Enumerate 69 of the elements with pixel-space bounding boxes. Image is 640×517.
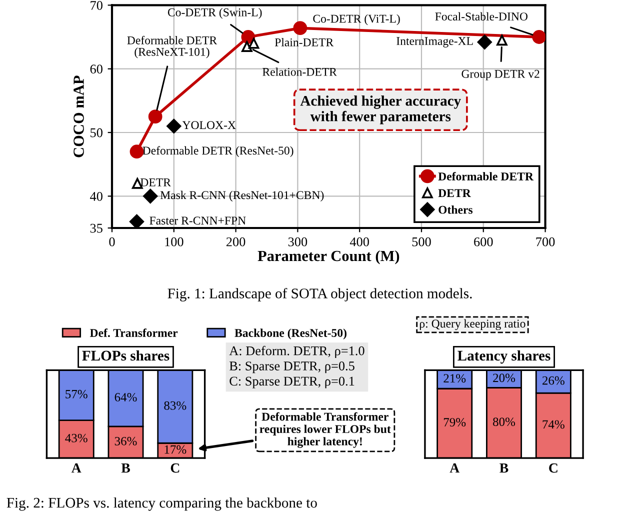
data-label: 17% — [164, 445, 186, 454]
annotation: Faster R-CNN+FPN — [150, 216, 246, 225]
text: ρ: Query keeping ratio — [420, 319, 526, 330]
point — [293, 21, 308, 36]
x-tick-label: B — [121, 463, 130, 473]
annotation: Relation-DETR — [262, 68, 337, 76]
annotation: Achieved higher accuracy with fewer parameters — [300, 96, 461, 124]
legend-label: DETR — [438, 189, 471, 198]
x-tick-label: A — [71, 463, 82, 473]
x-tick-label: 700 — [536, 237, 555, 246]
annotation: InternImage-XL — [396, 37, 473, 48]
legend-label: Backbone (ResNet-50) — [234, 328, 346, 340]
data-label: 79% — [444, 418, 466, 427]
chart-title: Latency shares — [458, 350, 550, 364]
point — [532, 30, 546, 44]
data-label: 57% — [66, 390, 88, 398]
point — [166, 118, 182, 134]
x-tick-label: 400 — [350, 237, 369, 246]
x-tick-label: 100 — [165, 237, 184, 246]
x-tick-label: 0 — [109, 237, 115, 246]
data-label: 36% — [114, 436, 137, 446]
chart-title: FLOPs shares — [82, 350, 170, 361]
annotation: YOLOX-X — [182, 121, 236, 130]
x-tick-label: C — [549, 463, 558, 473]
x-tick-label: 200 — [226, 237, 246, 246]
y-tick-label: 35 — [90, 224, 102, 233]
annotation: Co-DETR (ViT-L) — [313, 14, 400, 26]
data-label: 43% — [65, 434, 88, 442]
legend-label: Others — [438, 205, 473, 214]
point — [242, 41, 252, 52]
data-label: 20% — [493, 374, 516, 382]
point — [143, 188, 158, 204]
data-label: 21% — [444, 374, 466, 383]
y-tick-label: 60 — [90, 64, 102, 74]
annotation: DETR — [140, 178, 171, 186]
data-label: 83% — [164, 401, 186, 410]
y-tick-label: 40 — [90, 192, 102, 201]
caption: Fig. 1: Landscape of SOTA object detection models. — [168, 288, 472, 302]
annotation: Plain-DETR — [274, 38, 334, 46]
annotation: Mask R-CNN (ResNet-101+CBN) — [160, 190, 324, 202]
data-label: 26% — [542, 376, 564, 385]
text: Deformable Transformer requires lower FLOPs but higher latency! — [260, 412, 391, 448]
point — [129, 214, 144, 228]
legend-label: Def. Transformer — [90, 328, 178, 338]
x-tick-label: 600 — [474, 237, 493, 246]
x-tick-label: 300 — [288, 237, 308, 246]
data-label: 80% — [493, 418, 516, 426]
point — [477, 34, 492, 50]
x-axis-title: Parameter Count (M) — [258, 250, 400, 264]
point — [248, 38, 260, 49]
annotation: Group DETR v2 — [462, 70, 540, 80]
annotation: Deformable DETR (ResNeXT-101) — [127, 36, 218, 58]
x-tick-label: 500 — [412, 237, 431, 246]
legend-label: Deformable DETR — [438, 172, 534, 180]
point — [496, 34, 508, 46]
y-tick-label: 70 — [90, 0, 102, 10]
x-tick-label: C — [170, 463, 180, 473]
data-label: 64% — [114, 392, 137, 402]
caption: Fig. 2: FLOPs vs. latency comparing the backbone to — [6, 497, 317, 511]
annotation: Co-DETR (Swin-L) — [168, 8, 262, 19]
y-tick-label: 50 — [90, 128, 102, 138]
data-label: 74% — [542, 420, 564, 429]
point — [148, 110, 162, 124]
annotation: Focal-Stable-DINO — [435, 12, 528, 21]
y-axis-title: COCO mAP — [74, 76, 84, 158]
x-tick-label: A — [450, 463, 460, 473]
x-tick-label: B — [500, 463, 508, 473]
point — [130, 144, 144, 159]
text: A: Deform. DETR, ρ=1.0 B: Sparse DETR, ρ=0.5 C: Sparse DETR, ρ=0.1 — [229, 346, 364, 388]
